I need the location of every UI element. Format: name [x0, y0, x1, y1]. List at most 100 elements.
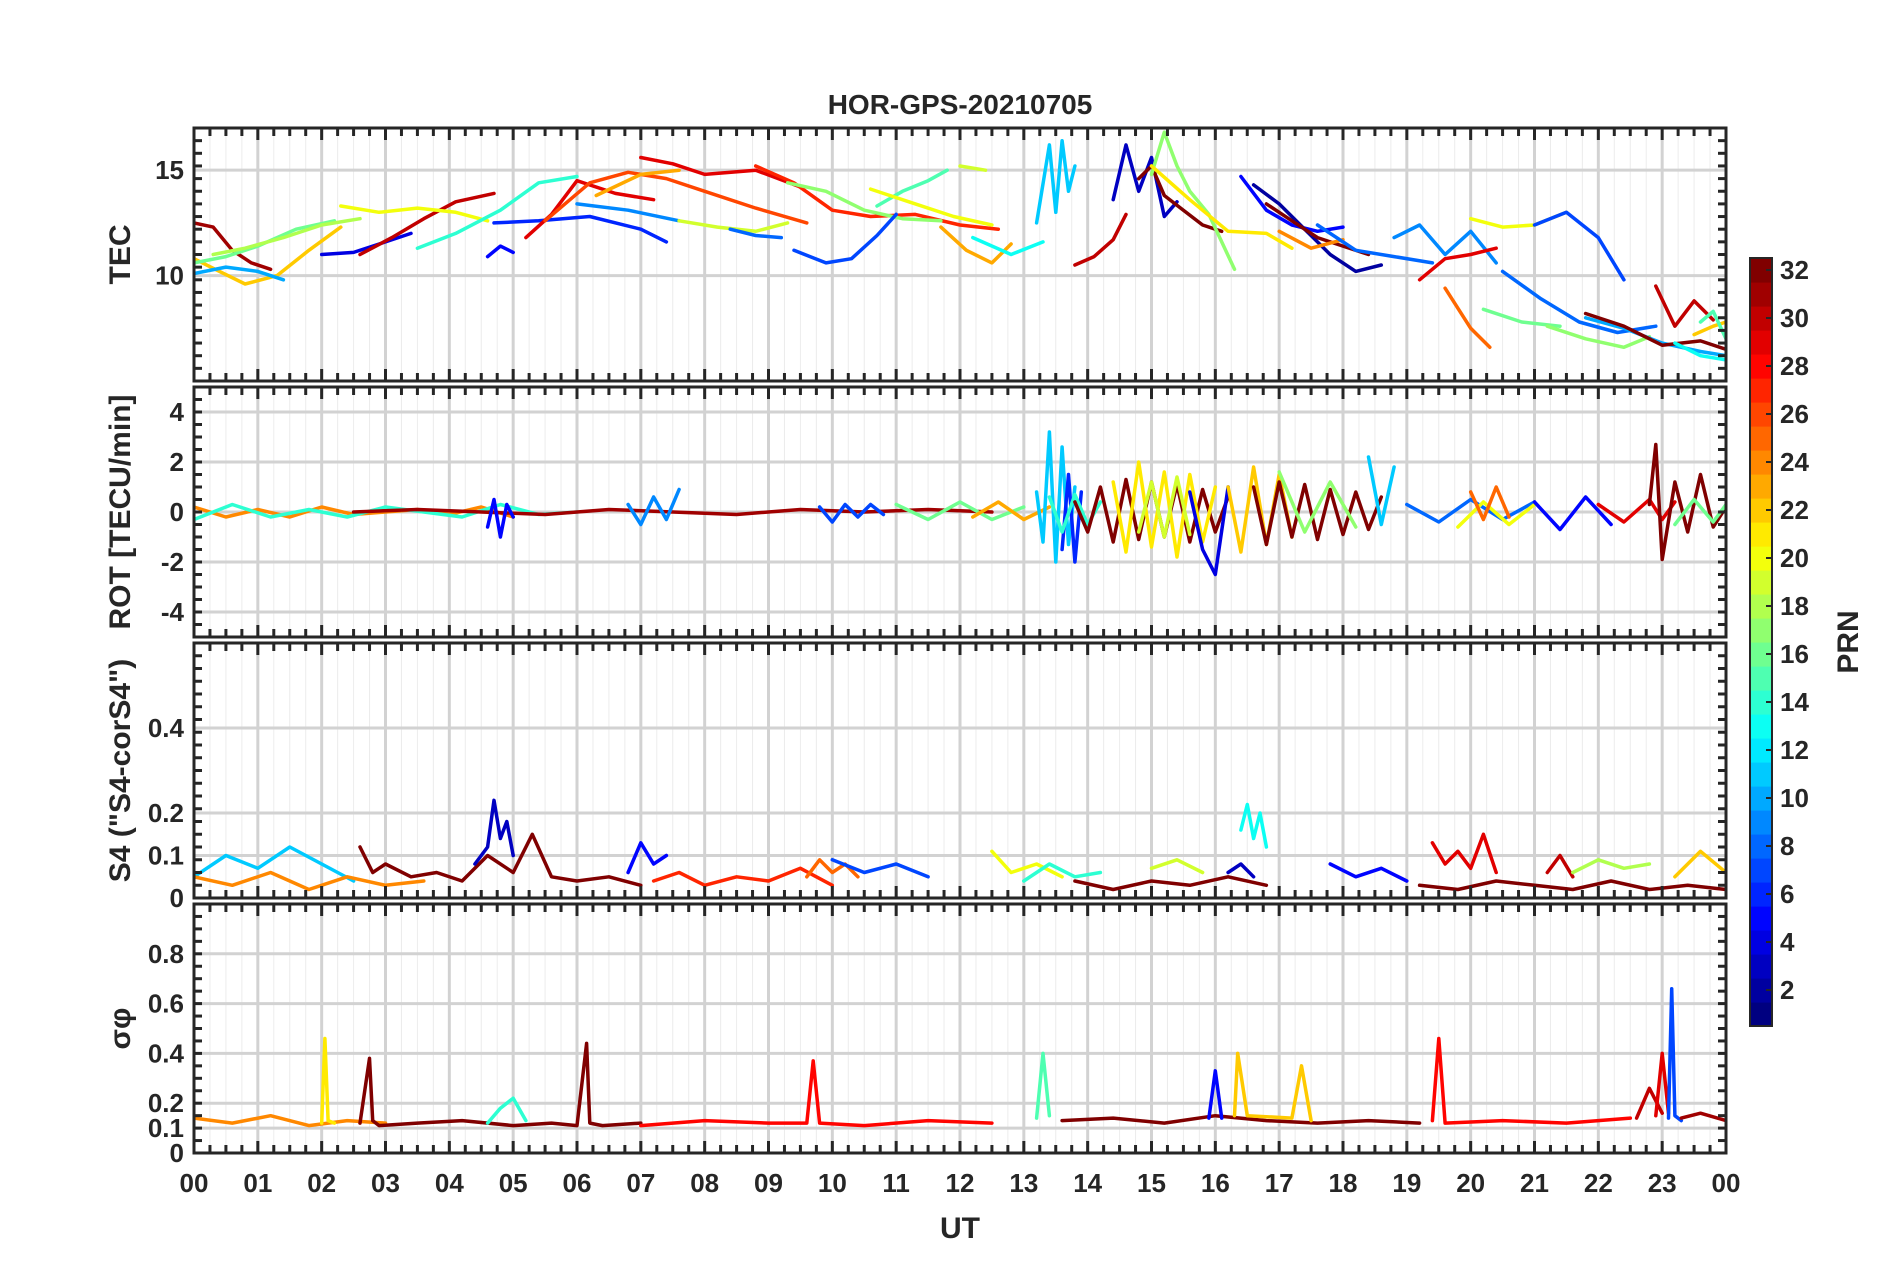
y-axis-label-sigma-phi: σφ — [104, 1008, 137, 1050]
colorbar-segment — [1750, 858, 1772, 883]
y-tick-label: 0 — [170, 883, 184, 913]
series-prn-17 — [1277, 470, 1358, 534]
colorbar-label: PRN — [1832, 610, 1865, 673]
series-prn-7 — [792, 212, 898, 265]
colorbar-segment — [1750, 834, 1772, 859]
series-prn-23 — [594, 168, 681, 198]
x-tick-label: 19 — [1392, 1168, 1421, 1198]
colorbar-tick-label: 18 — [1780, 591, 1809, 621]
colorbar-tick-label: 22 — [1780, 495, 1809, 525]
series-prn-14 — [194, 502, 579, 522]
series-prn-10 — [1583, 316, 1726, 358]
colorbar-tick-label: 28 — [1780, 351, 1809, 381]
colorbar-segment — [1750, 522, 1772, 547]
series-prn-22 — [1232, 1051, 1313, 1123]
colorbar-segment — [1750, 426, 1772, 451]
x-axis-label: UT — [940, 1212, 980, 1245]
series-prn-22 — [1673, 849, 1726, 879]
colorbar-segment — [1750, 642, 1772, 667]
colorbar-segment — [1750, 546, 1772, 571]
y-tick-label: 0.2 — [148, 1088, 184, 1118]
x-tick-label: 09 — [754, 1168, 783, 1198]
colorbar-segment — [1750, 714, 1772, 739]
series-prn-31 — [351, 507, 994, 517]
x-tick-label: 06 — [563, 1168, 592, 1198]
x-tick-label: 13 — [1009, 1168, 1038, 1198]
series-prn-29 — [1654, 1051, 1671, 1118]
series-prn-5 — [485, 497, 515, 539]
colorbar-tick-label: 2 — [1780, 975, 1794, 1005]
series-prn-21 — [319, 1036, 337, 1125]
series-prn-7 — [830, 858, 930, 879]
y-tick-label: 0.2 — [148, 798, 184, 828]
series-prn-20 — [990, 849, 1064, 879]
series-prn-5 — [1328, 862, 1409, 883]
series-prn-16 — [894, 500, 1026, 522]
series-prn-30 — [1545, 853, 1575, 879]
series-prn-20 — [1456, 500, 1537, 529]
series-prn-14 — [1022, 862, 1103, 883]
x-tick-label: 16 — [1201, 1168, 1230, 1198]
y-axis-label-s4: S4 ("S4-corS4") — [104, 659, 137, 883]
series-prn-6 — [1060, 472, 1084, 564]
y-tick-label: 0.6 — [148, 989, 184, 1019]
series-prn-25 — [1443, 286, 1492, 350]
series-prn-14 — [415, 174, 579, 250]
x-tick-label: 20 — [1456, 1168, 1485, 1198]
series-prn-4 — [319, 231, 413, 257]
series-prn-30 — [1654, 284, 1715, 328]
series-prn-9 — [626, 487, 681, 527]
series-prn-9 — [575, 202, 681, 223]
series-prn-18 — [1571, 858, 1652, 875]
series-prn-3 — [473, 798, 515, 866]
series-prn-32 — [1073, 875, 1269, 892]
series-prn-8 — [728, 227, 784, 240]
colorbar-segment — [1750, 258, 1772, 283]
y-tick-label: 2 — [170, 447, 184, 477]
series-prn-5 — [1207, 1069, 1224, 1120]
y-tick-label: 0.4 — [148, 713, 185, 743]
series-prn-13 — [1239, 802, 1269, 849]
colorbar-segment — [1750, 282, 1772, 307]
colorbar-segment — [1750, 930, 1772, 955]
series-prn-24 — [194, 870, 426, 892]
series-prn-29 — [524, 178, 656, 240]
series-prn-22 — [1692, 320, 1726, 337]
series-prn-6 — [492, 214, 669, 244]
series-prn-23 — [939, 225, 1013, 265]
x-tick-label: 08 — [690, 1168, 719, 1198]
series-prn-7 — [1532, 210, 1626, 282]
x-tick-label: 11 — [882, 1168, 910, 1198]
colorbar-tick-label: 14 — [1780, 687, 1809, 717]
colorbar-segment — [1750, 570, 1772, 595]
x-tick-label: 01 — [243, 1168, 272, 1198]
series-prn-31 — [1679, 1111, 1726, 1123]
series-prn-17 — [1149, 130, 1237, 272]
y-tick-label: 10 — [155, 261, 184, 291]
series-prn-5 — [1532, 495, 1613, 532]
series-prn-32 — [1060, 1113, 1422, 1125]
y-tick-label: 0 — [170, 1138, 184, 1168]
panel-sigma-phi: 00.10.2 0.4 0.6 0.8 σφ — [104, 902, 1728, 1168]
series-prn-18 — [211, 216, 362, 257]
panel-s4: 0 0.1 0.2 0.4 S4 ("S4-corS4") — [104, 641, 1728, 913]
series-prn-8 — [1405, 497, 1537, 524]
series-prn-13 — [1673, 341, 1726, 362]
series-prn-29 — [639, 155, 803, 189]
panel-rot: -4 -2 0 2 4 ROT [TECU/min] — [104, 385, 1728, 639]
colorbar-segment — [1750, 810, 1772, 835]
y-tick-label: 0.1 — [148, 1113, 184, 1143]
x-tick-label: 05 — [499, 1168, 528, 1198]
series-group — [194, 430, 1726, 577]
series-prn-23 — [971, 500, 1052, 522]
colorbar-tick-label: 20 — [1780, 543, 1809, 573]
x-tick-label: 15 — [1137, 1168, 1166, 1198]
series-prn-27 — [651, 866, 835, 888]
x-tick-label: 22 — [1584, 1168, 1613, 1198]
series-prn-11 — [1366, 455, 1396, 527]
series-prn-29 — [1417, 246, 1498, 282]
series-prn-11 — [1034, 138, 1077, 225]
